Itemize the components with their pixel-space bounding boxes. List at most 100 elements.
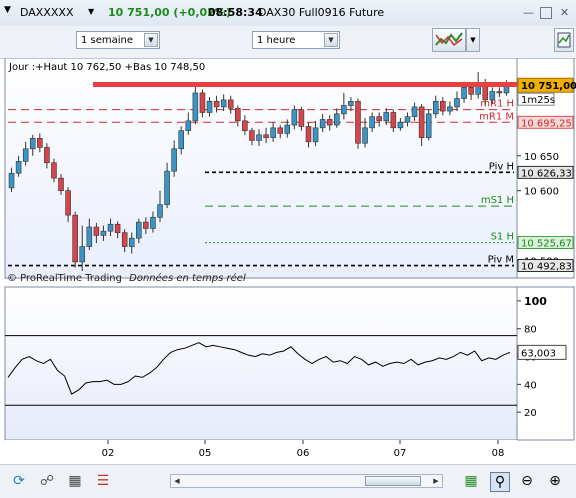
time-axis-ticks: 02 05 06 07 08 [102, 440, 504, 459]
candle-body [383, 112, 390, 122]
chevron-down-icon[interactable]: ▼ [324, 33, 338, 47]
candle-body [341, 105, 347, 115]
candle-body [220, 99, 227, 108]
zoom-select-icon[interactable]: ⚲ [490, 472, 510, 492]
horizontal-scrollbar[interactable]: ◀ ▶ [170, 474, 443, 488]
candle-body [178, 130, 184, 150]
level-tag-box [517, 115, 574, 129]
candle-body [333, 113, 340, 126]
candle-body [65, 190, 71, 216]
candle-body [305, 126, 312, 143]
level-tag-label: 10 492,83 [521, 262, 572, 273]
indicator-value-label: 63,003 [517, 344, 567, 360]
chart-type-icon[interactable]: ▦ [464, 473, 478, 489]
level-tag-box [517, 236, 574, 250]
close-icon[interactable]: ✕ [559, 6, 570, 19]
indicators-dropdown-button[interactable]: ▼ [466, 28, 480, 52]
collapse-arrow-icon[interactable]: ▼ [4, 5, 11, 15]
candle-body [369, 116, 375, 129]
candle-body [199, 92, 206, 113]
zoom-out-icon[interactable]: ⊖ [521, 473, 533, 489]
candle-body [440, 101, 446, 112]
candle-body [136, 221, 142, 239]
chart-options-icon [557, 32, 571, 48]
candle-body [319, 119, 326, 129]
candle-body [100, 230, 107, 236]
level-tag-label: 10 695,25 [521, 118, 572, 129]
candle-body [263, 134, 269, 138]
candle-body [185, 120, 192, 131]
candle-body [249, 130, 255, 141]
link-icon[interactable]: ☍ [39, 473, 55, 489]
chart-options-button[interactable] [554, 28, 574, 52]
candle-body [418, 106, 425, 138]
footer-status-text: Données en temps réel [129, 272, 246, 284]
candle-body [326, 119, 333, 126]
indicator-value-text: 63,003 [521, 348, 556, 359]
clock-time: 08:58:34 [208, 6, 263, 19]
candle-body [86, 226, 93, 247]
time-tick-label: 02 [102, 448, 115, 459]
candle-body [425, 113, 432, 138]
candle-body [206, 101, 213, 113]
candle-body [362, 127, 368, 144]
instrument-name[interactable]: DAXXXXX [20, 6, 74, 19]
period-select[interactable]: 1 semaine ▼ [76, 31, 160, 49]
countdown-box [517, 92, 555, 106]
indicator-line [7, 342, 511, 395]
level-name: Piv M [488, 255, 514, 266]
candle-body [270, 127, 276, 138]
candle-body [432, 101, 439, 115]
candle-body [348, 101, 354, 106]
level-tag-label: 10 626,33 [521, 168, 572, 179]
candle-body [150, 216, 156, 229]
interval-select[interactable]: 1 heure ▼ [252, 31, 340, 49]
minimize-icon[interactable]: — [523, 6, 534, 19]
candle-body [489, 91, 496, 101]
scroll-thumb[interactable] [365, 476, 421, 486]
candle-body [235, 107, 241, 122]
candle-body [256, 134, 262, 141]
price-tick-label: 10 650 [524, 152, 559, 163]
level-tag-box [517, 259, 574, 272]
candle-body [291, 109, 298, 126]
level-name: mR1 M [479, 111, 514, 122]
table-icon[interactable]: ▦ [68, 473, 82, 489]
time-tick-label: 07 [394, 448, 407, 459]
level-name: mR1 H [480, 99, 514, 110]
candle-body [227, 99, 234, 109]
maximize-icon[interactable] [540, 7, 552, 19]
list-icon[interactable]: ☰ [96, 473, 110, 489]
candle-body [107, 223, 114, 232]
candle-body [298, 109, 305, 127]
candle-body [8, 172, 15, 189]
scroll-left-icon[interactable]: ◀ [174, 477, 180, 485]
time-axis[interactable] [5, 440, 517, 464]
current-price-label: 10 751,00 [521, 81, 576, 92]
indicator-axis[interactable] [516, 286, 575, 441]
level-name: Piv H [489, 161, 514, 172]
candle-body [128, 237, 135, 247]
candle-body [29, 138, 36, 150]
price-tick-label: 10 600 [524, 187, 559, 198]
candle-body [454, 98, 460, 108]
candle-body [397, 121, 404, 129]
candle-body [496, 91, 503, 94]
indicators-button[interactable] [432, 28, 466, 52]
zoom-in-icon[interactable]: ⊕ [549, 473, 561, 489]
refresh-icon[interactable]: ⟳ [13, 473, 25, 489]
indicator-tick-label: 80 [524, 325, 537, 336]
candle-body [376, 116, 382, 122]
price-change: 10 751,00 (+0,02%) [108, 6, 231, 19]
scroll-right-icon[interactable]: ▶ [433, 477, 439, 485]
candle-body [37, 138, 43, 148]
indicator-pane[interactable] [4, 286, 518, 441]
chevron-down-icon[interactable]: ▼ [144, 33, 158, 47]
instrument-dropdown-icon[interactable]: ▼ [88, 7, 95, 16]
level-labels: 10 695,25 10 626,33 10 525,67 10 492,83 10 7… [517, 77, 576, 273]
candle-body [114, 223, 121, 233]
interval-select-value: 1 heure [257, 35, 296, 46]
candle-body [143, 221, 149, 229]
